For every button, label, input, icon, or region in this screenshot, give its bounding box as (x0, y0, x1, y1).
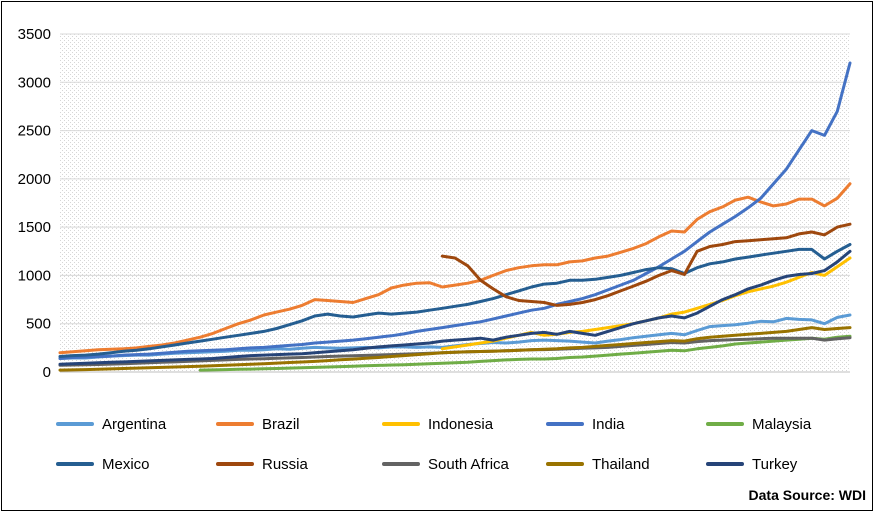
series-line-india (58, 61, 852, 360)
legend-label-mexico: Mexico (102, 456, 150, 473)
series-line-russia (440, 222, 852, 307)
series-line-malaysia (198, 334, 852, 372)
y-tick-label-3500: 3500 (18, 26, 51, 43)
y-tick-label-0: 0 (43, 364, 51, 381)
series-line-mexico (58, 243, 852, 358)
legend-label-argentina: Argentina (102, 416, 167, 433)
legend-label-india: India (592, 416, 625, 433)
y-tick-label-3000: 3000 (18, 74, 51, 91)
y-tick-label-2000: 2000 (18, 171, 51, 188)
legend-label-turkey: Turkey (752, 456, 798, 473)
series-line-brazil (58, 182, 852, 355)
series-line-turkey (58, 249, 852, 366)
y-tick-label-500: 500 (26, 316, 51, 333)
legend-label-brazil: Brazil (262, 416, 300, 433)
legend-label-thailand: Thailand (592, 456, 650, 473)
y-tick-label-2500: 2500 (18, 123, 51, 140)
plot-background (60, 34, 850, 372)
series-lines (58, 61, 852, 372)
legend-label-russia: Russia (262, 456, 309, 473)
plot-area (60, 34, 850, 372)
y-tick-label-1500: 1500 (18, 219, 51, 236)
legend-label-indonesia: Indonesia (428, 416, 494, 433)
y-tick-label-1000: 1000 (18, 267, 51, 284)
legend-label-malaysia: Malaysia (752, 416, 812, 433)
legend: Argentina Brazil Indonesia India Malaysia Mex… (56, 416, 812, 473)
data-source-note: Data Source: WDI (749, 487, 866, 503)
y-axis: 0 500 1000 1500 2000 2500 3000 3500 (18, 26, 51, 381)
legend-label-south-africa: South Africa (428, 456, 510, 473)
series-line-thailand (58, 326, 852, 372)
